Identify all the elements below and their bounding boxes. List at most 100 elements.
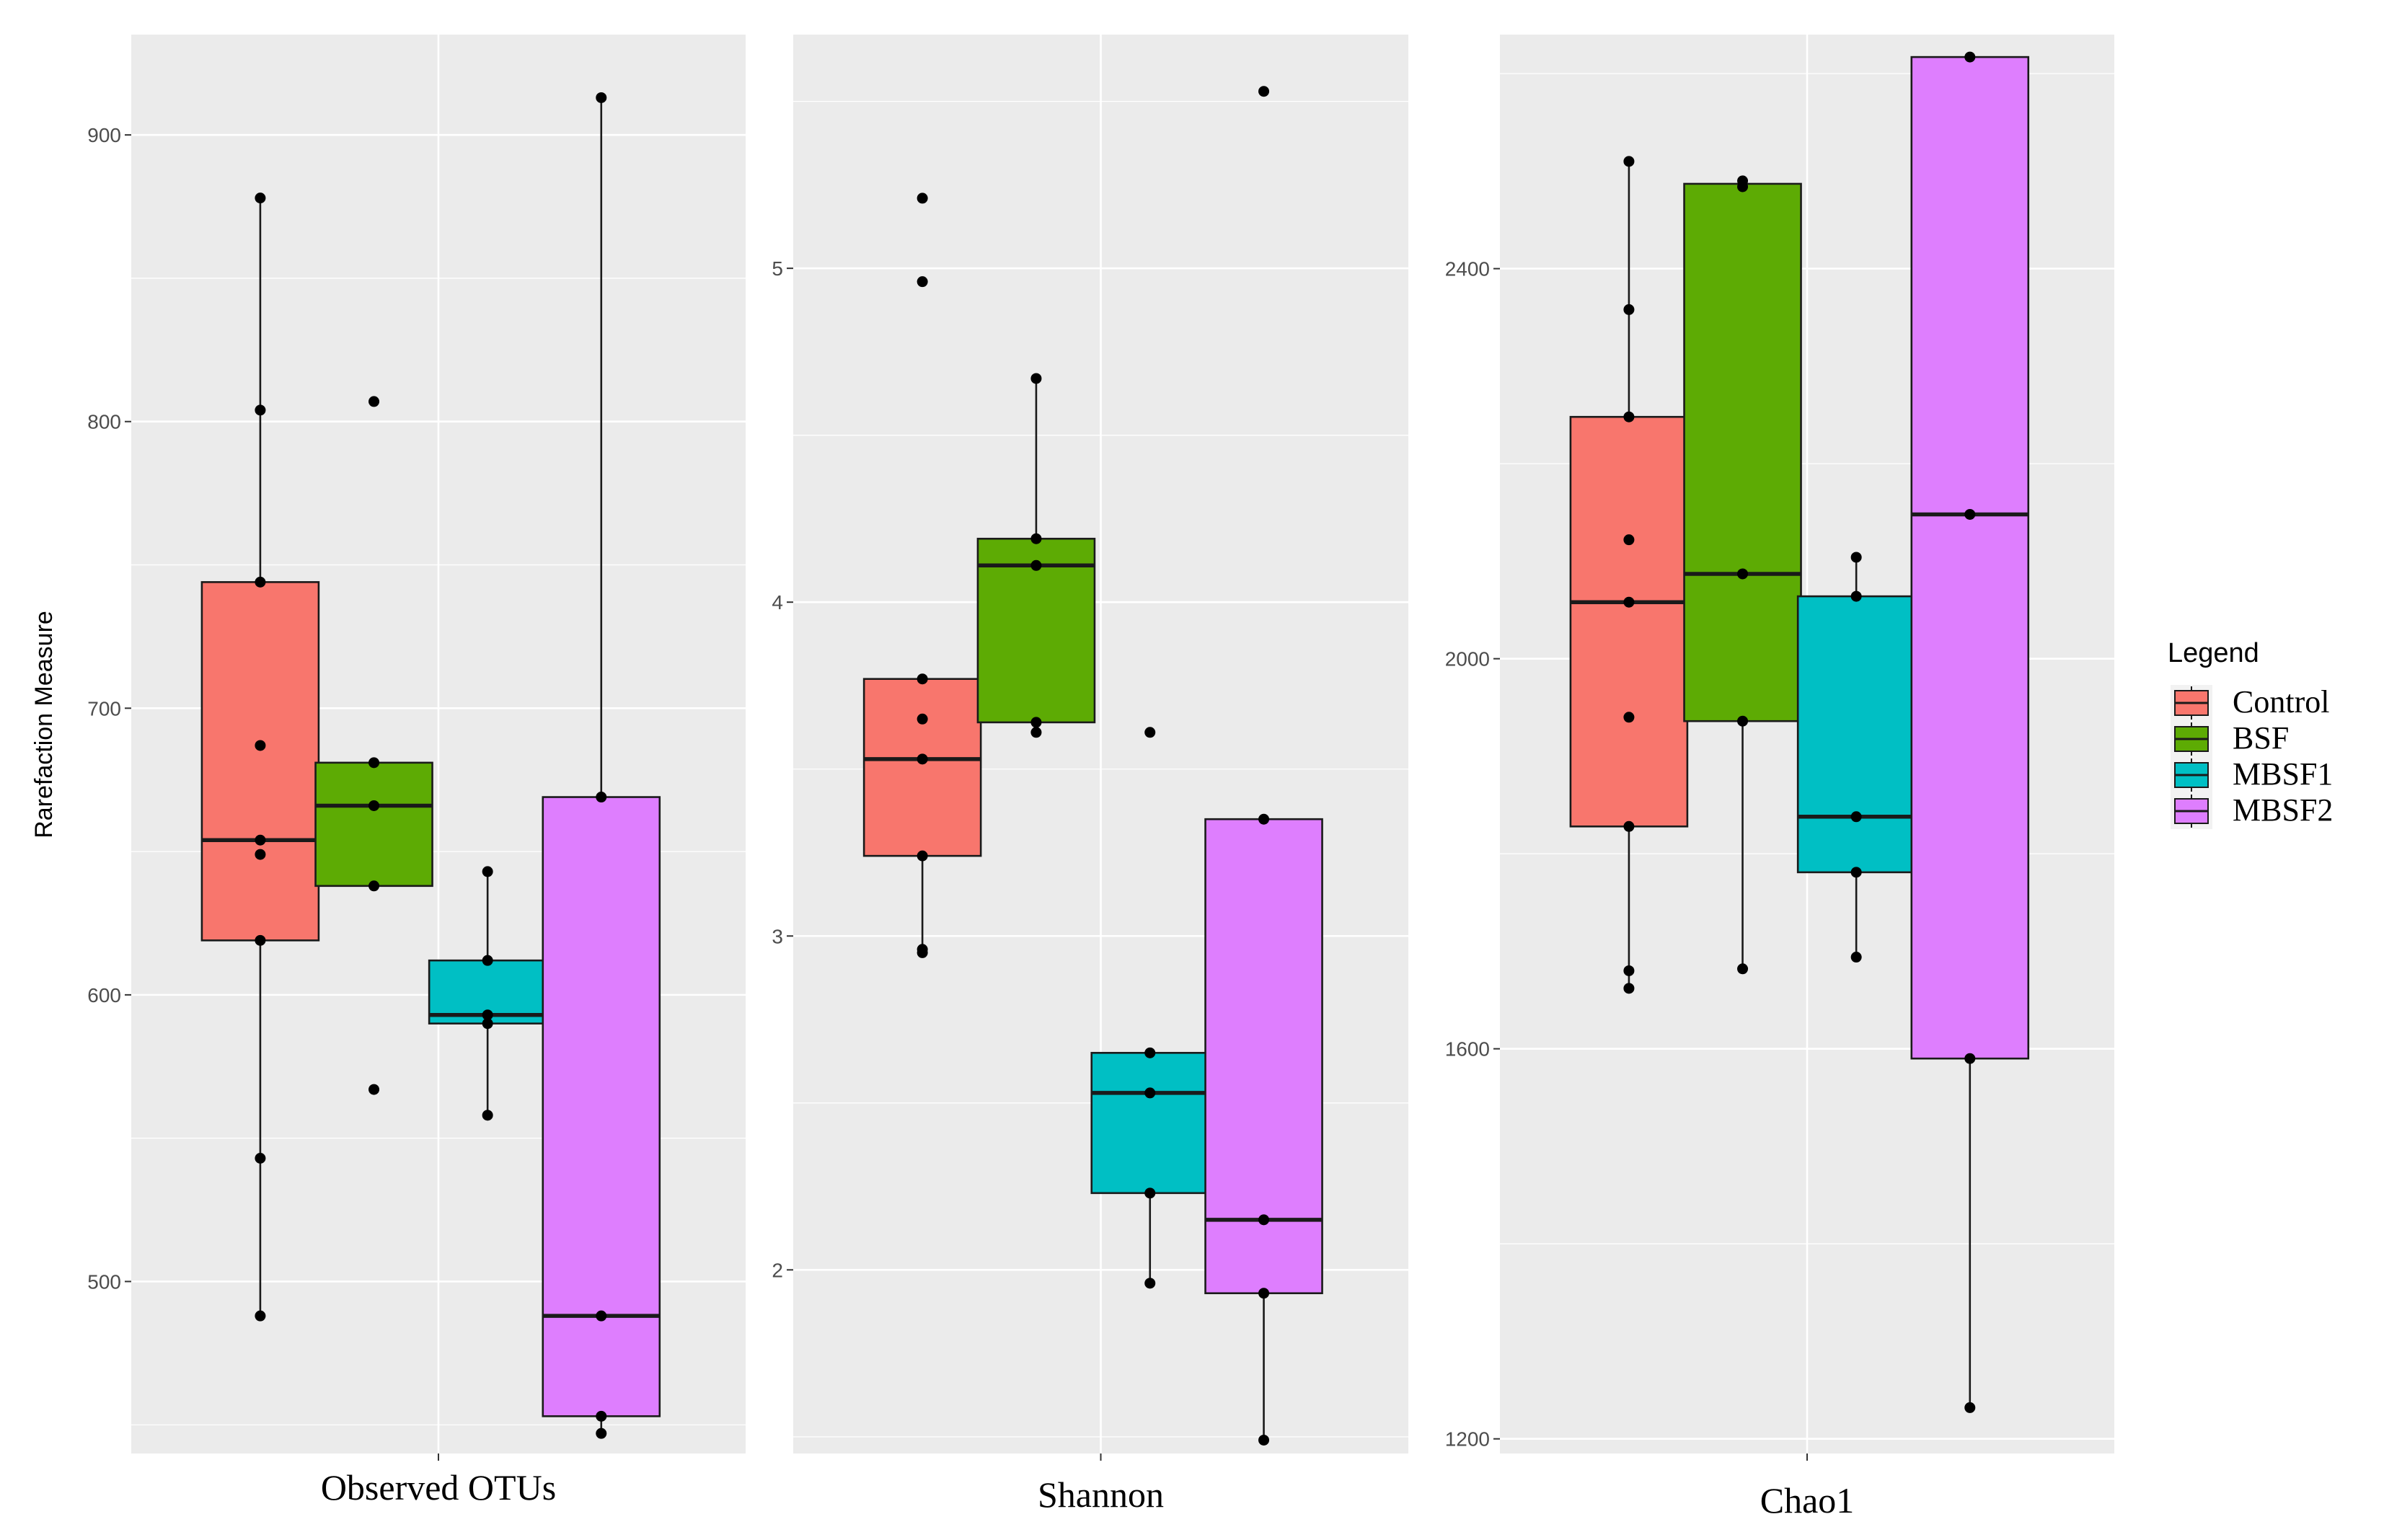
legend-label: MBSF2	[2233, 792, 2333, 828]
data-point	[917, 753, 928, 765]
data-point	[482, 955, 493, 966]
data-point	[596, 92, 607, 103]
data-point	[1623, 534, 1635, 546]
data-point	[1737, 963, 1749, 975]
data-point	[1030, 373, 1042, 384]
data-point	[368, 396, 380, 407]
data-point	[1850, 867, 1862, 878]
data-point	[1964, 1053, 1976, 1064]
data-point	[917, 192, 928, 204]
legend-label: BSF	[2233, 720, 2289, 756]
data-point	[368, 880, 380, 892]
data-point	[1623, 820, 1635, 832]
y-tick-label: 900	[87, 124, 121, 146]
box-mbsf1	[428, 866, 547, 1121]
legend-label: Control	[2233, 684, 2329, 720]
data-point	[1964, 1402, 1976, 1413]
box-mbsf2	[542, 92, 661, 1439]
data-point	[255, 834, 266, 846]
facet-title-shannon: Shannon	[1038, 1474, 1164, 1515]
data-point	[1964, 51, 1976, 63]
y-tick-label: 4	[772, 591, 783, 614]
data-point	[255, 849, 266, 860]
y-tick-label: 500	[87, 1270, 121, 1293]
box-mbsf2	[1204, 86, 1323, 1446]
data-point	[1258, 86, 1270, 97]
data-point	[255, 740, 266, 751]
data-point	[482, 1018, 493, 1030]
data-point	[1850, 552, 1862, 563]
box-control	[200, 192, 320, 1322]
box-mbsf2	[1910, 51, 2030, 1413]
data-point	[482, 1009, 493, 1021]
data-point	[255, 1152, 266, 1164]
data-point	[1623, 596, 1635, 608]
data-point	[1144, 1047, 1156, 1058]
data-point	[255, 192, 266, 204]
y-tick-label: 2400	[1445, 258, 1490, 280]
data-point	[1623, 156, 1635, 167]
y-tick-label: 5	[772, 257, 783, 280]
facet-title-observed-otus: Observed OTUs	[321, 1467, 556, 1508]
box-iqr	[200, 581, 320, 942]
data-point	[1144, 727, 1156, 738]
data-point	[596, 1310, 607, 1322]
data-point	[1737, 181, 1749, 192]
data-point	[1964, 508, 1976, 520]
data-point	[1030, 717, 1042, 728]
data-point	[917, 850, 928, 862]
data-point	[1030, 533, 1042, 544]
data-point	[1030, 559, 1042, 571]
y-tick-label: 700	[87, 697, 121, 720]
data-point	[917, 276, 928, 288]
y-tick-label: 800	[87, 411, 121, 433]
box-iqr	[314, 761, 433, 888]
legend-item-mbsf1: MBSF1	[2171, 756, 2333, 793]
data-point	[255, 1310, 266, 1322]
facet-panels: 500 600 700 800 900 Observed OTUs 2 3 4 5 Shannon 1…	[87, 35, 2114, 1521]
legend-item-control: Control	[2171, 684, 2329, 721]
panel-observed-otus: 500 600 700 800 900 Observed OTUs	[87, 35, 746, 1508]
y-tick-label: 1600	[1445, 1038, 1490, 1061]
box-iqr	[1910, 56, 2030, 1060]
data-point	[1144, 1187, 1156, 1199]
data-point	[1258, 813, 1270, 825]
data-point	[1850, 952, 1862, 963]
box-iqr	[862, 678, 982, 857]
y-tick-label: 600	[87, 984, 121, 1006]
data-point	[482, 866, 493, 877]
data-point	[1258, 1434, 1270, 1446]
box-iqr	[1796, 595, 1916, 874]
data-point	[1258, 1214, 1270, 1226]
data-point	[1258, 1288, 1270, 1299]
data-point	[368, 757, 380, 769]
box-mbsf1	[1090, 727, 1210, 1289]
box-mbsf1	[1796, 552, 1916, 963]
box-control	[862, 192, 982, 958]
box-iqr	[1204, 818, 1323, 1295]
box-iqr	[542, 796, 661, 1417]
data-point	[255, 576, 266, 588]
box-iqr	[1569, 415, 1689, 828]
data-point	[596, 792, 607, 803]
data-point	[1623, 983, 1635, 994]
data-point	[1144, 1087, 1156, 1099]
legend-label: MBSF1	[2233, 756, 2333, 792]
y-tick-label: 3	[772, 925, 783, 947]
data-point	[1737, 715, 1749, 727]
panel-chao1: 1200 1600 2000 2400 Chao1	[1445, 35, 2114, 1521]
y-tick-label: 2000	[1445, 648, 1490, 671]
box-bsf	[1683, 175, 1802, 975]
legend-item-bsf: BSF	[2171, 720, 2289, 757]
facet-title-chao1: Chao1	[1760, 1480, 1855, 1521]
data-point	[1623, 712, 1635, 723]
y-axis-title: Rarefaction Measure	[30, 611, 58, 838]
data-point	[1850, 590, 1862, 602]
box-iqr	[1683, 182, 1802, 722]
legend-title: Legend	[2168, 638, 2259, 668]
data-point	[255, 934, 266, 946]
data-point	[1030, 727, 1042, 738]
